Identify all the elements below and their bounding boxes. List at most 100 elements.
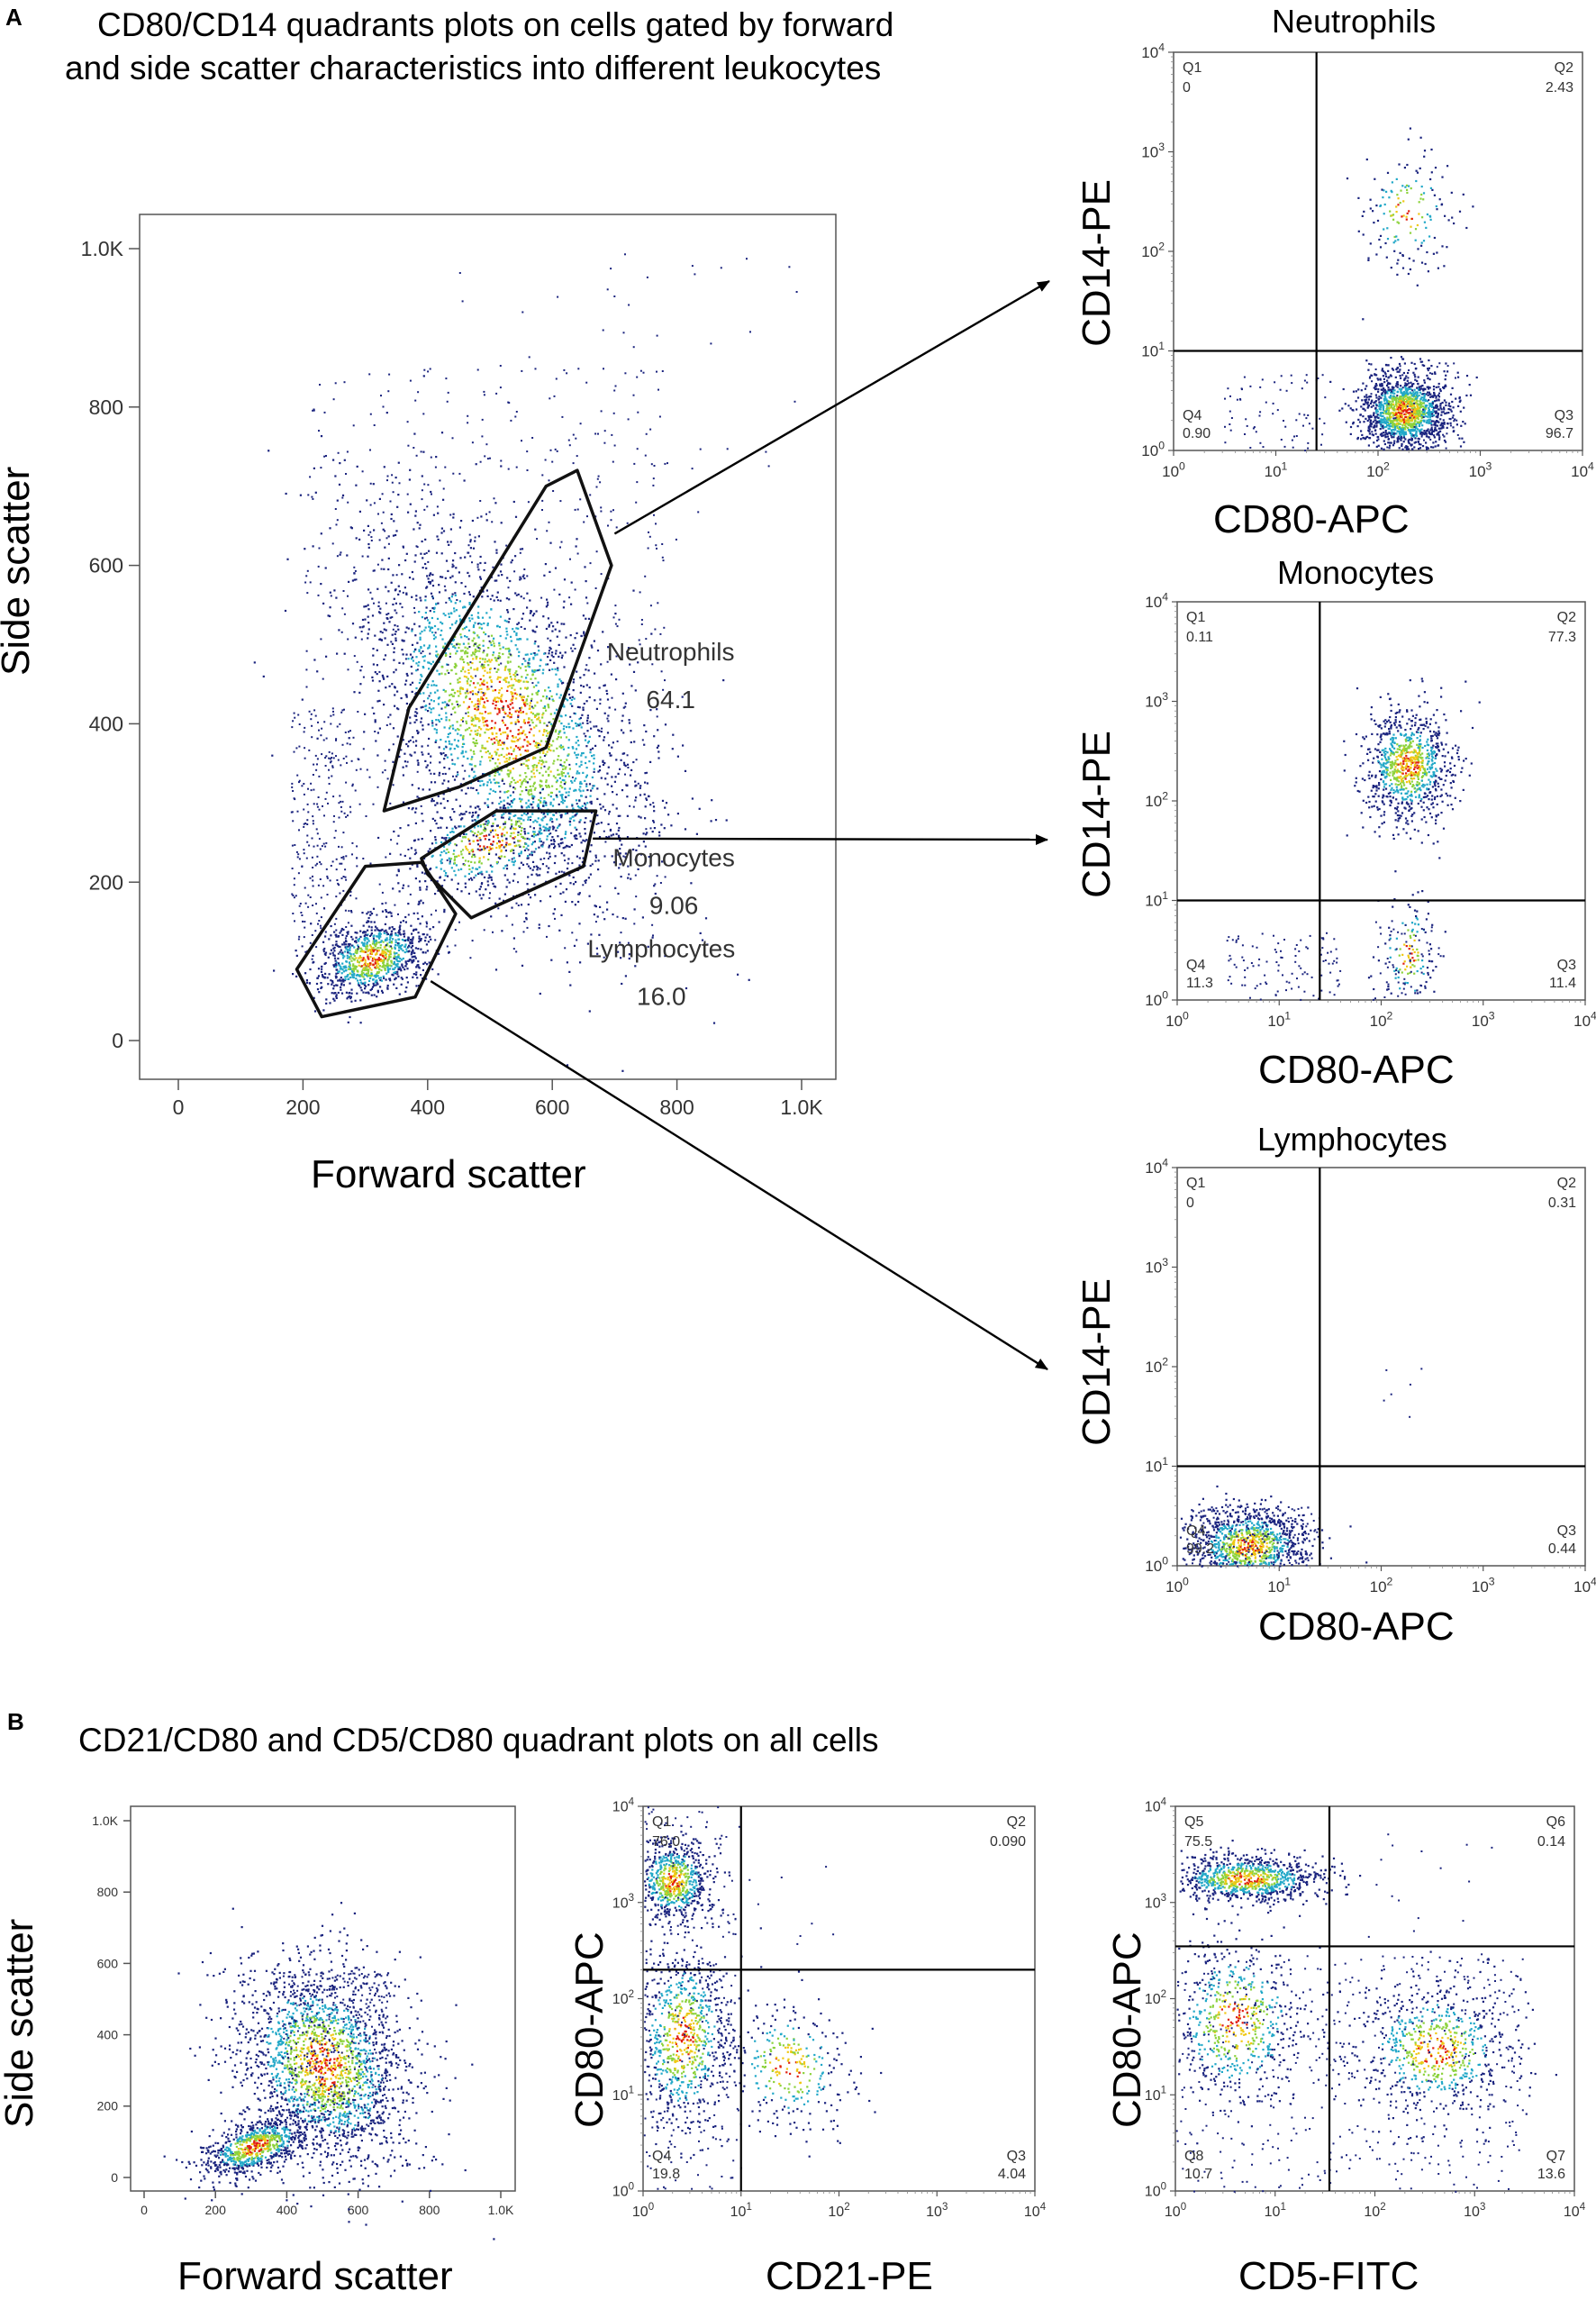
a-scatter-event bbox=[350, 935, 353, 939]
a-scatter-event bbox=[571, 805, 574, 807]
a-scatter-event bbox=[603, 685, 605, 687]
a-scatter-event bbox=[530, 788, 532, 791]
a-scatter-event bbox=[490, 876, 493, 879]
a-scatter-event bbox=[537, 645, 540, 648]
a-scatter-event bbox=[495, 579, 498, 582]
a-scatter-event bbox=[340, 631, 343, 633]
a-scatter-event bbox=[324, 972, 327, 975]
a-scatter-event bbox=[438, 714, 440, 716]
a-scatter-event bbox=[292, 913, 295, 914]
a-scatter-event bbox=[305, 668, 308, 671]
a-scatter-event bbox=[440, 707, 443, 710]
a-scatter-event bbox=[607, 524, 609, 527]
a-scatter-event bbox=[549, 819, 551, 822]
a-scatter-event bbox=[506, 737, 509, 740]
a-scatter-event bbox=[312, 409, 314, 412]
a-scatter-event bbox=[424, 599, 427, 602]
a-scatter-event bbox=[639, 369, 642, 372]
a-scatter-event bbox=[431, 660, 434, 663]
a-scatter-event bbox=[548, 858, 549, 859]
a-scatter-event bbox=[564, 775, 567, 777]
a-scatter-event bbox=[472, 595, 475, 598]
a-scatter-event bbox=[543, 706, 547, 709]
a-scatter-event bbox=[526, 575, 529, 577]
a-scatter-event bbox=[486, 823, 489, 826]
a-scatter-event bbox=[412, 577, 414, 580]
a-scatter-event bbox=[444, 614, 447, 617]
a-scatter-event bbox=[583, 732, 585, 735]
a-scatter-event bbox=[330, 949, 332, 951]
a-scatter-event bbox=[624, 917, 627, 920]
a-scatter-event bbox=[552, 775, 555, 777]
a-scatter-event bbox=[316, 855, 319, 858]
a-scatter-event bbox=[500, 849, 503, 851]
a-scatter-event bbox=[438, 720, 441, 723]
a-scatter-event bbox=[425, 606, 428, 609]
a-scatter-event bbox=[467, 872, 470, 876]
a-scatter-event bbox=[657, 388, 659, 391]
a-scatter-event bbox=[427, 647, 430, 650]
a-scatter-event bbox=[421, 838, 423, 841]
a-scatter-event bbox=[468, 697, 471, 700]
a-scatter-event bbox=[393, 968, 395, 970]
a-scatter-event bbox=[497, 574, 500, 577]
a-scatter-event bbox=[366, 921, 368, 923]
a-scatter-event bbox=[431, 585, 435, 587]
a-scatter-event bbox=[534, 528, 537, 531]
a-scatter-event bbox=[498, 711, 501, 714]
a-scatter-event bbox=[376, 563, 379, 566]
a-scatter-event bbox=[491, 847, 494, 850]
a-scatter-event bbox=[355, 949, 358, 951]
a-scatter-event bbox=[465, 695, 467, 697]
a-scatter-event bbox=[518, 824, 521, 828]
a-scatter-event bbox=[339, 950, 341, 953]
a-scatter-event bbox=[618, 867, 621, 869]
a-scatter-event bbox=[348, 961, 350, 964]
a-scatter-event bbox=[418, 661, 421, 664]
a-scatter-event bbox=[452, 645, 455, 648]
a-scatter-event bbox=[524, 733, 527, 736]
a-scatter-event bbox=[413, 912, 415, 914]
a-scatter-event bbox=[375, 979, 377, 982]
a-scatter-event bbox=[484, 561, 486, 564]
a-scatter-event bbox=[498, 680, 501, 683]
a-scatter-event bbox=[626, 836, 629, 838]
a-scatter-event bbox=[505, 790, 508, 794]
a-scatter-event bbox=[658, 415, 661, 418]
a-scatter-event bbox=[373, 502, 376, 505]
a-scatter-event bbox=[478, 626, 481, 629]
a-scatter-event bbox=[648, 865, 651, 868]
a-scatter-event bbox=[350, 959, 353, 962]
a-scatter-event bbox=[380, 979, 383, 982]
a-scatter-event bbox=[483, 650, 485, 652]
a-scatter-event bbox=[320, 896, 322, 899]
a-scatter-event bbox=[488, 640, 491, 642]
a-scatter-event bbox=[580, 841, 583, 844]
a-scatter-event bbox=[343, 708, 345, 711]
a-scatter-event bbox=[395, 951, 398, 955]
a-scatter-event bbox=[367, 958, 370, 960]
a-scatter-event bbox=[306, 592, 309, 595]
a-scatter-event bbox=[528, 894, 530, 895]
a-scatter-event bbox=[681, 695, 684, 698]
a-scatter-event bbox=[465, 722, 468, 724]
a-scatter-event bbox=[543, 729, 546, 732]
a-scatter-event bbox=[295, 954, 298, 957]
a-scatter-event bbox=[454, 594, 457, 596]
a-scatter-event bbox=[393, 597, 395, 600]
a-scatter-event bbox=[576, 552, 579, 555]
a-scatter-event bbox=[539, 824, 541, 827]
a-scatter-event bbox=[500, 855, 503, 858]
a-scatter-event bbox=[530, 804, 533, 806]
a-scatter-event bbox=[557, 683, 559, 686]
a-scatter-event bbox=[317, 594, 320, 596]
a-scatter-event bbox=[543, 800, 546, 803]
a-scatter-event bbox=[532, 835, 535, 838]
a-scatter-event bbox=[478, 871, 481, 874]
a-scatter-event bbox=[574, 814, 576, 817]
a-scatter-event bbox=[344, 909, 347, 912]
a-scatter-event bbox=[328, 973, 331, 976]
a-scatter-event bbox=[407, 807, 410, 810]
a-scatter-event bbox=[356, 950, 358, 952]
a-scatter-event bbox=[534, 819, 537, 822]
